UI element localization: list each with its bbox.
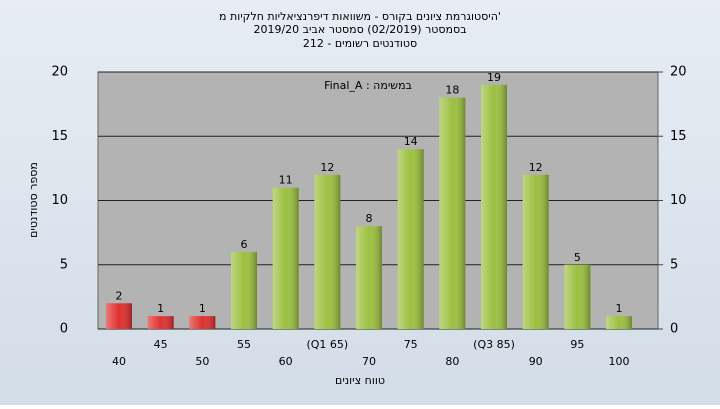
x-tick-label: (Q1 65) — [306, 338, 348, 351]
bar-shade — [189, 316, 216, 329]
y-axis-label: מספר סטודנטים — [27, 162, 40, 238]
y2-tick-label: 10 — [670, 193, 687, 208]
value-label: 11 — [279, 174, 293, 187]
bar-shade — [564, 264, 591, 329]
y2-tick-label: 15 — [670, 129, 687, 144]
bar-shade — [272, 187, 299, 329]
x-tick-label: 60 — [279, 355, 293, 368]
x-tick-label: 70 — [362, 355, 376, 368]
y-tick-label: 5 — [60, 257, 68, 272]
value-label: 12 — [529, 161, 543, 174]
bar-shade — [481, 84, 508, 329]
value-label: 12 — [320, 161, 334, 174]
bar-shade — [231, 251, 258, 329]
chart-title: 'היסטוגרמת ציונים בקורס - משוואות דיפרנצ… — [219, 10, 501, 23]
x-tick-label: 50 — [195, 355, 209, 368]
y2-tick-label: 20 — [670, 65, 687, 80]
y2-tick-label: 5 — [670, 257, 678, 272]
value-label: 19 — [487, 71, 501, 84]
bar-shade — [314, 174, 341, 329]
value-label: 8 — [366, 212, 373, 225]
annotation: במשימה : Final_A — [324, 79, 412, 92]
bar-shade — [606, 316, 633, 329]
x-axis-label: טווח ציונים — [335, 374, 385, 387]
y2-tick-label: 0 — [670, 322, 678, 337]
x-tick-label: 40 — [112, 355, 126, 368]
value-label: 1 — [616, 302, 623, 315]
bar-shade — [356, 226, 383, 329]
value-label: 2 — [116, 289, 123, 302]
x-tick-label: 100 — [609, 355, 630, 368]
x-tick-label: 90 — [529, 355, 543, 368]
y-tick-label: 20 — [51, 65, 68, 80]
x-tick-label: 45 — [154, 338, 168, 351]
y-tick-label: 15 — [51, 129, 68, 144]
x-tick-label: 55 — [237, 338, 251, 351]
x-tick-label: 80 — [445, 355, 459, 368]
chart-subtitle: סטודנטים רשומים - 212 — [303, 37, 417, 50]
bar-shade — [522, 174, 549, 329]
x-tick-label: 95 — [570, 338, 584, 351]
x-tick-label: 75 — [404, 338, 418, 351]
y-tick-label: 0 — [60, 322, 68, 337]
value-label: 18 — [445, 84, 459, 97]
value-label: 6 — [241, 238, 248, 251]
y-tick-label: 10 — [51, 193, 68, 208]
value-label: 1 — [157, 302, 164, 315]
bar-shade — [147, 316, 174, 329]
chart-subtitle: בסמסטר (02/2019) סמסטר אביב 2019/20 — [253, 23, 466, 36]
bar-shade — [397, 149, 424, 329]
value-label: 5 — [574, 251, 581, 264]
bar-shade — [439, 97, 466, 329]
value-label: 14 — [404, 135, 418, 148]
x-tick-label: (Q3 85) — [473, 338, 515, 351]
value-label: 1 — [199, 302, 206, 315]
bar-shade — [106, 303, 132, 329]
